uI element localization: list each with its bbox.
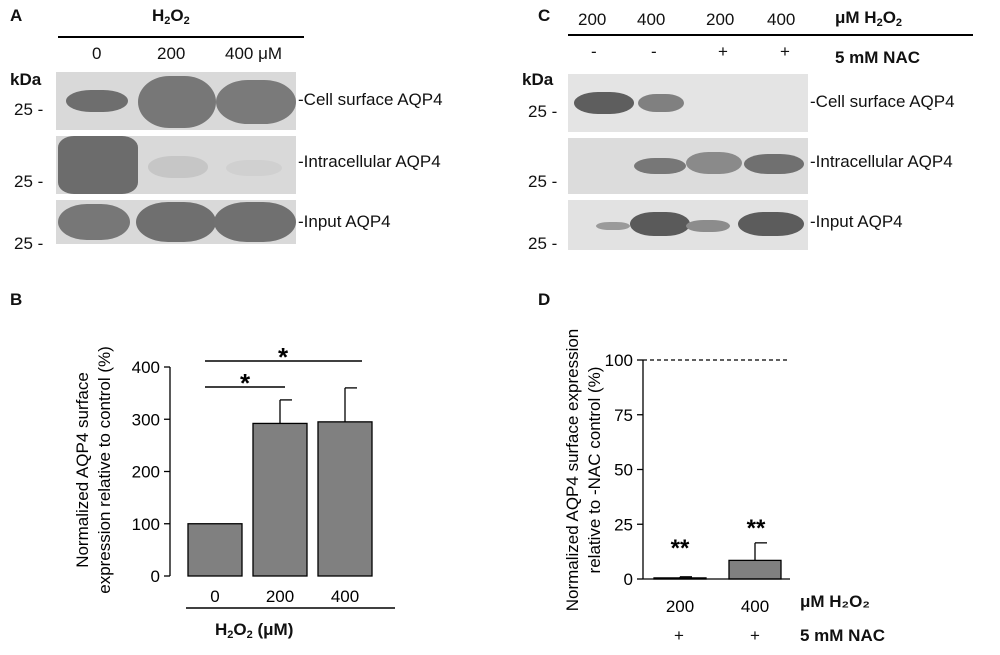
chart-d-x-tick-label: 400 [741, 597, 769, 616]
band [226, 160, 282, 176]
panel-a-header-rule [58, 36, 304, 38]
chart-d: Normalized AQP4 surface expression relat… [563, 329, 790, 616]
chart-b-xlabel: H2O2 (μM) [215, 620, 294, 641]
chart-b-sig-star-400: * [278, 342, 289, 372]
panel-a-blot-input [56, 200, 296, 244]
chart-b-ylabel-line2: expression relative to control (%) [95, 346, 114, 594]
panel-c-lane-3: 200 [706, 10, 735, 29]
chart-d-ylabel-line1: Normalized AQP4 surface expression [563, 329, 582, 612]
panel-a-lane-0: 0 [92, 44, 102, 63]
panel-c-nac-sign-2: - [651, 42, 657, 61]
chart-d-sig-400: ** [747, 515, 766, 542]
panel-c-blot-input [568, 200, 808, 250]
panel-c-nac-label: 5 mM NAC [835, 48, 921, 67]
chart-d-nac-label: 5 mM NAC [800, 626, 886, 645]
panel-c-nac-sign-1: - [591, 42, 597, 61]
chart-d-h2o2-row-label: μM H₂O₂ [800, 592, 870, 611]
band [58, 204, 130, 240]
band [574, 92, 634, 114]
chart-d-nac-sign-2: + [750, 626, 760, 645]
chart-b-bar [252, 422, 308, 577]
chart-b-y-tick-label: 100 [132, 515, 160, 534]
band [686, 152, 742, 174]
panel-letter-a: A [10, 6, 23, 25]
chart-d-y-tick-label: 75 [614, 406, 633, 425]
band [138, 76, 216, 128]
panel-a-lane-400: 400 μM [225, 44, 283, 63]
panel-a-row-label-input: -Input AQP4 [298, 212, 391, 231]
panel-c-nac-sign-4: + [780, 42, 790, 61]
band [630, 212, 690, 236]
chart-b-bar [187, 523, 243, 577]
panel-letter-c: C [538, 6, 551, 25]
band [214, 202, 296, 242]
band [58, 136, 138, 194]
panel-a-marker-3: 25 - [14, 234, 44, 253]
chart-d-y-tick-label: 50 [614, 461, 633, 480]
band [686, 220, 730, 232]
chart-d-y-tick-label: 100 [605, 351, 633, 370]
panel-c-h2o2-label: μM H2O2 [835, 8, 903, 29]
panel-c-lane-2: 400 [637, 10, 666, 29]
chart-d-nac-sign-1: + [674, 626, 684, 645]
band [634, 158, 686, 174]
chart-b-x-tick-label: 0 [210, 587, 219, 606]
panel-c-header-rule [568, 34, 973, 36]
panel-a-treatment-label: H2O2 [152, 6, 190, 27]
panel-c-nac-sign-3: + [718, 42, 728, 61]
chart-b-ylabel-line1: Normalized AQP4 surface [73, 372, 92, 568]
band [136, 202, 216, 242]
panel-c-marker-1: 25 - [528, 102, 558, 121]
chart-d-sig-200: ** [671, 535, 690, 562]
chart-b-bar [317, 421, 373, 577]
panel-a-blot-surface [56, 72, 296, 130]
panel-a-marker-1: 25 - [14, 100, 44, 119]
chart-d-ylabel-line2: relative to -NAC control (%) [585, 367, 604, 574]
panel-a-row-label-surface: -Cell surface AQP4 [298, 90, 443, 109]
band [638, 94, 684, 112]
panel-c-lane-1: 200 [578, 10, 607, 29]
chart-b-x-tick-label: 400 [331, 587, 359, 606]
panel-a-marker-2: 25 - [14, 172, 44, 191]
chart-d-y-tick-label: 0 [624, 570, 633, 589]
panel-c-blot-intracellular [568, 138, 808, 194]
panel-c-marker-3: 25 - [528, 234, 558, 253]
panel-a-blot-intracellular [56, 136, 296, 194]
chart-d-y-tick-label: 25 [614, 515, 633, 534]
band [66, 90, 128, 112]
chart-b-y-tick-label: 400 [132, 358, 160, 377]
band [744, 154, 804, 174]
panel-a-lane-200: 200 [157, 44, 186, 63]
band [596, 222, 630, 230]
chart-b-y-tick-label: 200 [132, 463, 160, 482]
chart-d-bar [728, 559, 782, 580]
chart-b-y-tick-label: 300 [132, 410, 160, 429]
panel-letter-b: B [10, 290, 23, 309]
band [148, 156, 208, 178]
panel-c-kda-label: kDa [522, 70, 554, 89]
panel-c-marker-2: 25 - [528, 172, 558, 191]
band [738, 212, 804, 236]
panel-c-row-label-intracellular: -Intracellular AQP4 [810, 152, 953, 171]
chart-b-x-tick-label: 200 [266, 587, 294, 606]
chart-d-x-tick-label: 200 [666, 597, 694, 616]
panel-a-row-label-intracellular: -Intracellular AQP4 [298, 152, 441, 171]
panel-c-blot-surface [568, 74, 808, 132]
panel-c-lane-4: 400 [767, 10, 796, 29]
chart-b-sig-star-200: * [240, 368, 251, 398]
chart-b: Normalized AQP4 surface expression relat… [73, 342, 395, 609]
chart-b-y-tick-label: 0 [151, 567, 160, 586]
panel-c-row-label-surface: -Cell surface AQP4 [810, 92, 955, 111]
panel-a-kda-label: kDa [10, 70, 42, 89]
band [216, 80, 296, 124]
panel-c-row-label-input: -Input AQP4 [810, 212, 903, 231]
panel-letter-d: D [538, 290, 551, 309]
